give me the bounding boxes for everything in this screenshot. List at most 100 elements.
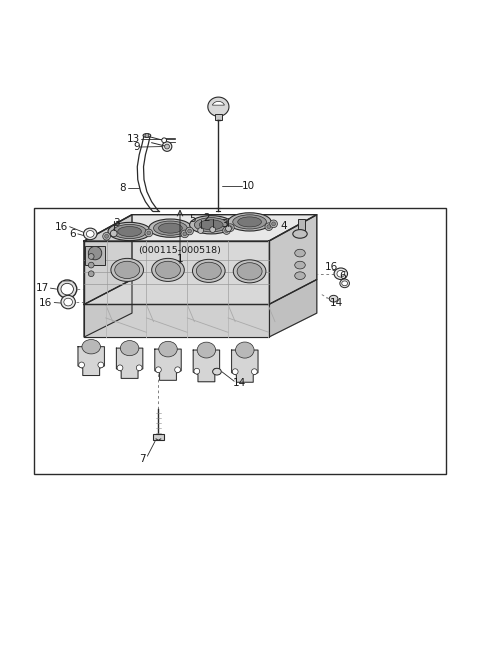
- Ellipse shape: [334, 268, 348, 280]
- Text: 3: 3: [221, 219, 228, 229]
- Polygon shape: [84, 305, 269, 337]
- Ellipse shape: [120, 341, 139, 356]
- Ellipse shape: [86, 231, 94, 237]
- Text: 6: 6: [339, 271, 346, 280]
- Text: 7: 7: [139, 455, 145, 464]
- Bar: [153, 434, 164, 440]
- Ellipse shape: [342, 281, 348, 286]
- Ellipse shape: [293, 230, 307, 238]
- Ellipse shape: [149, 219, 192, 237]
- Circle shape: [227, 224, 234, 231]
- Circle shape: [165, 144, 169, 149]
- Ellipse shape: [118, 227, 142, 236]
- Polygon shape: [213, 102, 224, 105]
- Bar: [298, 219, 305, 230]
- Ellipse shape: [156, 261, 180, 278]
- Ellipse shape: [108, 223, 151, 240]
- Circle shape: [186, 227, 193, 235]
- Ellipse shape: [237, 263, 262, 280]
- Ellipse shape: [82, 339, 100, 354]
- Circle shape: [88, 271, 94, 276]
- Circle shape: [88, 262, 94, 268]
- Circle shape: [198, 228, 204, 233]
- Circle shape: [267, 225, 271, 229]
- Ellipse shape: [64, 298, 72, 306]
- Text: 2: 2: [203, 213, 210, 223]
- Text: 17: 17: [36, 283, 49, 293]
- Ellipse shape: [61, 295, 75, 309]
- Circle shape: [110, 230, 117, 236]
- Ellipse shape: [194, 217, 228, 232]
- Circle shape: [252, 369, 257, 375]
- Circle shape: [194, 368, 200, 374]
- Circle shape: [147, 231, 151, 235]
- Circle shape: [270, 220, 277, 228]
- Polygon shape: [155, 349, 181, 381]
- Ellipse shape: [113, 225, 146, 238]
- Circle shape: [136, 365, 142, 371]
- Ellipse shape: [228, 213, 271, 231]
- Text: 3: 3: [113, 218, 120, 228]
- Polygon shape: [78, 346, 105, 375]
- Ellipse shape: [143, 134, 151, 138]
- Ellipse shape: [158, 223, 182, 233]
- Text: 5: 5: [190, 214, 196, 224]
- Text: 6: 6: [70, 229, 76, 239]
- Bar: [34, 208, 446, 474]
- Ellipse shape: [233, 260, 266, 283]
- Text: 13: 13: [127, 134, 140, 144]
- Ellipse shape: [337, 271, 345, 277]
- Ellipse shape: [197, 342, 216, 358]
- Circle shape: [183, 232, 187, 236]
- Bar: [85, 246, 105, 265]
- Circle shape: [210, 227, 216, 233]
- Polygon shape: [84, 280, 132, 337]
- Text: 1: 1: [177, 254, 183, 264]
- Circle shape: [145, 229, 153, 236]
- Ellipse shape: [238, 217, 262, 227]
- Ellipse shape: [84, 228, 97, 240]
- Circle shape: [181, 230, 189, 238]
- Ellipse shape: [115, 261, 140, 278]
- Text: 10: 10: [242, 181, 255, 191]
- Circle shape: [188, 229, 192, 233]
- Polygon shape: [269, 280, 317, 337]
- Ellipse shape: [199, 220, 223, 230]
- Circle shape: [162, 141, 172, 151]
- Circle shape: [175, 367, 180, 373]
- Ellipse shape: [340, 279, 349, 288]
- Text: 4: 4: [281, 221, 288, 231]
- Circle shape: [98, 362, 104, 368]
- Ellipse shape: [236, 342, 254, 358]
- Text: (000115-000518): (000115-000518): [139, 246, 221, 255]
- Ellipse shape: [233, 215, 266, 229]
- Ellipse shape: [190, 215, 233, 234]
- Circle shape: [232, 369, 238, 375]
- Text: 16: 16: [324, 263, 338, 272]
- Polygon shape: [117, 348, 143, 379]
- Circle shape: [79, 362, 84, 368]
- Circle shape: [145, 134, 149, 138]
- Circle shape: [272, 222, 276, 226]
- Ellipse shape: [295, 261, 305, 269]
- Circle shape: [213, 368, 219, 374]
- Polygon shape: [84, 241, 269, 305]
- Polygon shape: [84, 215, 132, 305]
- Text: 16: 16: [39, 297, 52, 308]
- Circle shape: [88, 246, 102, 260]
- Circle shape: [228, 226, 232, 230]
- Ellipse shape: [159, 341, 177, 357]
- Text: 14: 14: [329, 299, 343, 309]
- Ellipse shape: [192, 259, 225, 282]
- Ellipse shape: [61, 284, 73, 295]
- Ellipse shape: [213, 368, 221, 375]
- Ellipse shape: [329, 295, 338, 302]
- Circle shape: [88, 253, 94, 259]
- Text: 16: 16: [55, 221, 68, 232]
- Circle shape: [226, 226, 231, 231]
- Circle shape: [156, 367, 161, 373]
- Text: 9: 9: [133, 142, 140, 152]
- Circle shape: [162, 138, 167, 143]
- Circle shape: [265, 223, 273, 231]
- Circle shape: [105, 234, 108, 238]
